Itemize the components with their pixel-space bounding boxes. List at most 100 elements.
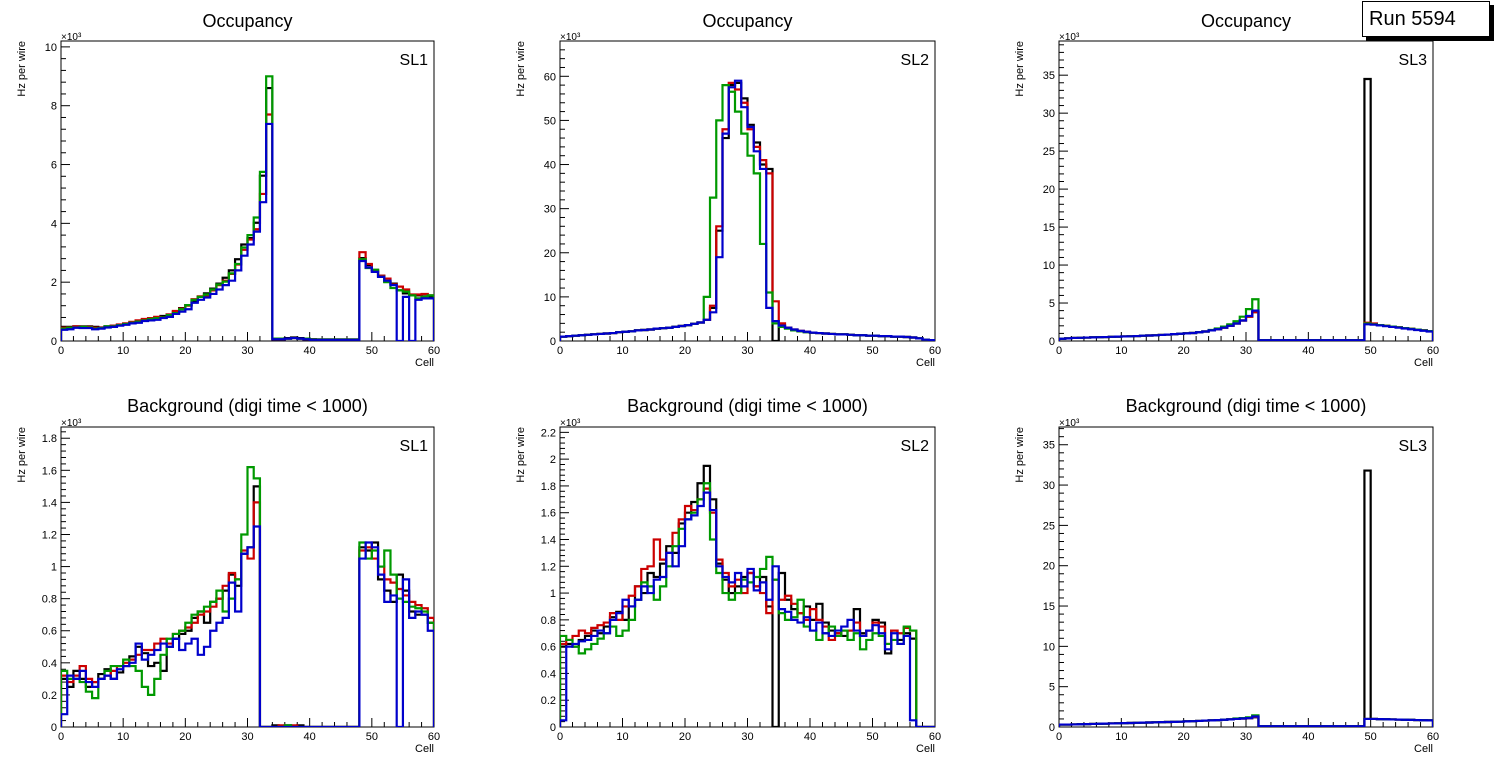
chart-title: Occupancy [1201, 11, 1291, 31]
histogram-series-layer2 [560, 487, 935, 727]
x-tick-label: 10 [616, 345, 628, 357]
y-axis-exponent: ×10³ [560, 32, 581, 43]
y-axis-label: Hz per wire [16, 427, 28, 483]
y-axis-label: Hz per wire [515, 41, 527, 97]
y-tick-label: 15 [1043, 601, 1055, 613]
y-tick-label: 5 [1049, 682, 1055, 694]
histogram-series-layer1 [1059, 469, 1433, 727]
x-tick-label: 20 [679, 345, 691, 357]
chart-title: Occupancy [202, 11, 292, 31]
x-tick-label: 20 [1178, 731, 1190, 743]
x-tick-label: 40 [804, 345, 816, 357]
x-tick-label: 60 [1427, 345, 1439, 357]
y-tick-label: 60 [544, 71, 556, 83]
x-tick-label: 0 [557, 345, 563, 357]
y-axis-label: Hz per wire [16, 41, 28, 97]
x-tick-label: 10 [117, 345, 129, 357]
y-tick-label: 15 [1043, 222, 1055, 234]
x-tick-label: 40 [1302, 345, 1314, 357]
histogram-series-layer2 [61, 113, 434, 341]
plot-frame [1058, 40, 1434, 342]
chart-title: Background (digi time < 1000) [127, 396, 368, 416]
histogram-series-layer3 [61, 466, 434, 727]
x-tick-label: 0 [1056, 731, 1062, 743]
x-tick-label: 30 [1240, 731, 1252, 743]
histogram-series-layer1 [61, 86, 434, 341]
x-axis-label: Cell [1414, 357, 1433, 369]
y-tick-label: 35 [1043, 440, 1055, 452]
chart-title: Occupancy [702, 11, 792, 31]
y-tick-label: 25 [1043, 146, 1055, 158]
y-tick-label: 30 [544, 204, 556, 216]
x-tick-label: 40 [1302, 731, 1314, 743]
histogram-series-layer4 [560, 79, 935, 341]
x-tick-label: 0 [1056, 345, 1062, 357]
x-tick-label: 40 [304, 731, 316, 743]
y-tick-label: 0 [1049, 336, 1055, 348]
plot-frame [559, 40, 936, 342]
x-tick-label: 60 [929, 345, 941, 357]
y-tick-label: 1.6 [541, 508, 556, 520]
x-axis-label: Cell [916, 743, 935, 755]
x-tick-label: 20 [679, 731, 691, 743]
histogram-series-layer4 [1059, 715, 1433, 727]
histogram-series-layer1 [560, 464, 935, 727]
x-tick-label: 10 [616, 731, 628, 743]
chart-panel-2: Occupancy SL2 ×10³ Hz per wire Cell 0 10 20 30 40… [515, 11, 941, 369]
y-tick-label: 20 [1043, 561, 1055, 573]
x-tick-label: 0 [58, 731, 64, 743]
x-tick-label: 60 [929, 731, 941, 743]
y-tick-label: 5 [1049, 298, 1055, 310]
panel-label: SL1 [400, 438, 429, 455]
chart-panel-6: Background (digi time < 1000) SL3 ×10³ Hz p… [1014, 396, 1439, 755]
y-axis-exponent: ×10³ [560, 418, 581, 429]
y-tick-label: 0.6 [541, 642, 556, 654]
x-tick-label: 30 [1240, 345, 1252, 357]
y-tick-label: 0.8 [42, 594, 57, 606]
y-tick-label: 10 [45, 42, 57, 54]
y-tick-label: 0 [550, 722, 556, 734]
y-tick-label: 8 [51, 101, 57, 113]
y-axis-label: Hz per wire [1014, 41, 1026, 97]
y-tick-label: 1.2 [42, 529, 57, 541]
y-tick-label: 20 [544, 248, 556, 260]
x-tick-label: 50 [1365, 731, 1377, 743]
histogram-series-layer1 [1059, 77, 1433, 341]
y-tick-label: 10 [1043, 641, 1055, 653]
chart-title: Background (digi time < 1000) [1126, 396, 1367, 416]
panel-label: SL2 [901, 52, 930, 69]
x-tick-label: 20 [1178, 345, 1190, 357]
y-tick-label: 1 [51, 562, 57, 574]
x-tick-label: 10 [117, 731, 129, 743]
y-axis-exponent: ×10³ [61, 418, 82, 429]
x-tick-label: 60 [428, 345, 440, 357]
y-tick-label: 25 [1043, 520, 1055, 532]
y-tick-label: 0.8 [541, 615, 556, 627]
chart-title: Background (digi time < 1000) [627, 396, 868, 416]
panel-label: SL3 [1399, 438, 1428, 455]
y-axis-exponent: ×10³ [61, 32, 82, 43]
chart-panel-3: Occupancy SL3 ×10³ Hz per wire Cell 0 10 20 30 40… [1014, 11, 1439, 369]
y-axis-exponent: ×10³ [1059, 32, 1080, 43]
x-tick-label: 50 [866, 731, 878, 743]
y-axis-label: Hz per wire [515, 427, 527, 483]
y-tick-label: 10 [544, 292, 556, 304]
y-tick-label: 2 [550, 454, 556, 466]
y-tick-label: 0 [51, 336, 57, 348]
y-tick-label: 1.4 [42, 497, 57, 509]
x-axis-label: Cell [415, 743, 434, 755]
x-tick-label: 50 [366, 731, 378, 743]
x-tick-label: 20 [179, 731, 191, 743]
x-tick-label: 0 [557, 731, 563, 743]
y-axis-exponent: ×10³ [1059, 418, 1080, 429]
x-axis-label: Cell [415, 357, 434, 369]
y-tick-label: 1.2 [541, 561, 556, 573]
x-tick-label: 50 [866, 345, 878, 357]
y-tick-label: 1 [550, 588, 556, 600]
y-tick-label: 0 [1049, 722, 1055, 734]
y-tick-label: 0.6 [42, 626, 57, 638]
y-tick-label: 50 [544, 115, 556, 127]
y-tick-label: 40 [544, 160, 556, 172]
y-tick-label: 6 [51, 160, 57, 172]
y-tick-label: 4 [51, 218, 57, 230]
